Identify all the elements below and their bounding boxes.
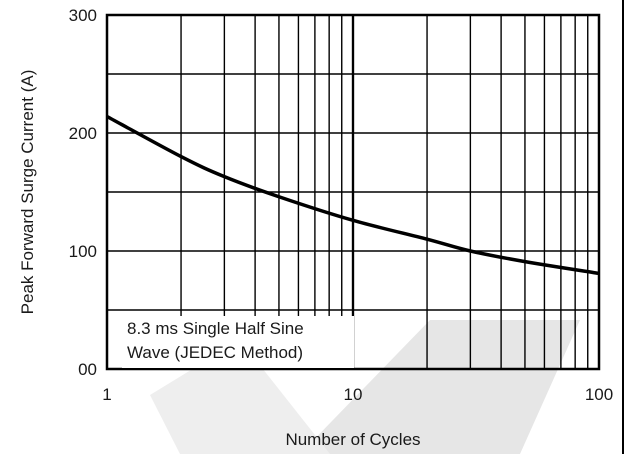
x-tick-labels: 1 10 100 — [102, 385, 613, 404]
y-tick-label: 00 — [78, 360, 97, 379]
y-tick-label: 200 — [69, 124, 97, 143]
image-border — [622, 0, 624, 454]
y-tick-label: 300 — [69, 6, 97, 25]
y-axis-title: Peak Forward Surge Current (A) — [18, 70, 37, 315]
y-tick-label: 100 — [69, 242, 97, 261]
grid-lines — [107, 15, 599, 369]
x-tick-label: 10 — [344, 385, 363, 404]
y-tick-labels: 00 100 200 300 — [69, 6, 97, 379]
plot-frame — [105, 13, 601, 371]
x-tick-label: 1 — [102, 385, 111, 404]
note-line-2: Wave (JEDEC Method) — [127, 343, 303, 362]
series-line — [106, 114, 600, 276]
x-axis-title: Number of Cycles — [285, 430, 420, 449]
x-tick-label: 100 — [585, 385, 613, 404]
note-line-1: 8.3 ms Single Half Sine — [127, 319, 304, 338]
note-box — [122, 316, 354, 368]
